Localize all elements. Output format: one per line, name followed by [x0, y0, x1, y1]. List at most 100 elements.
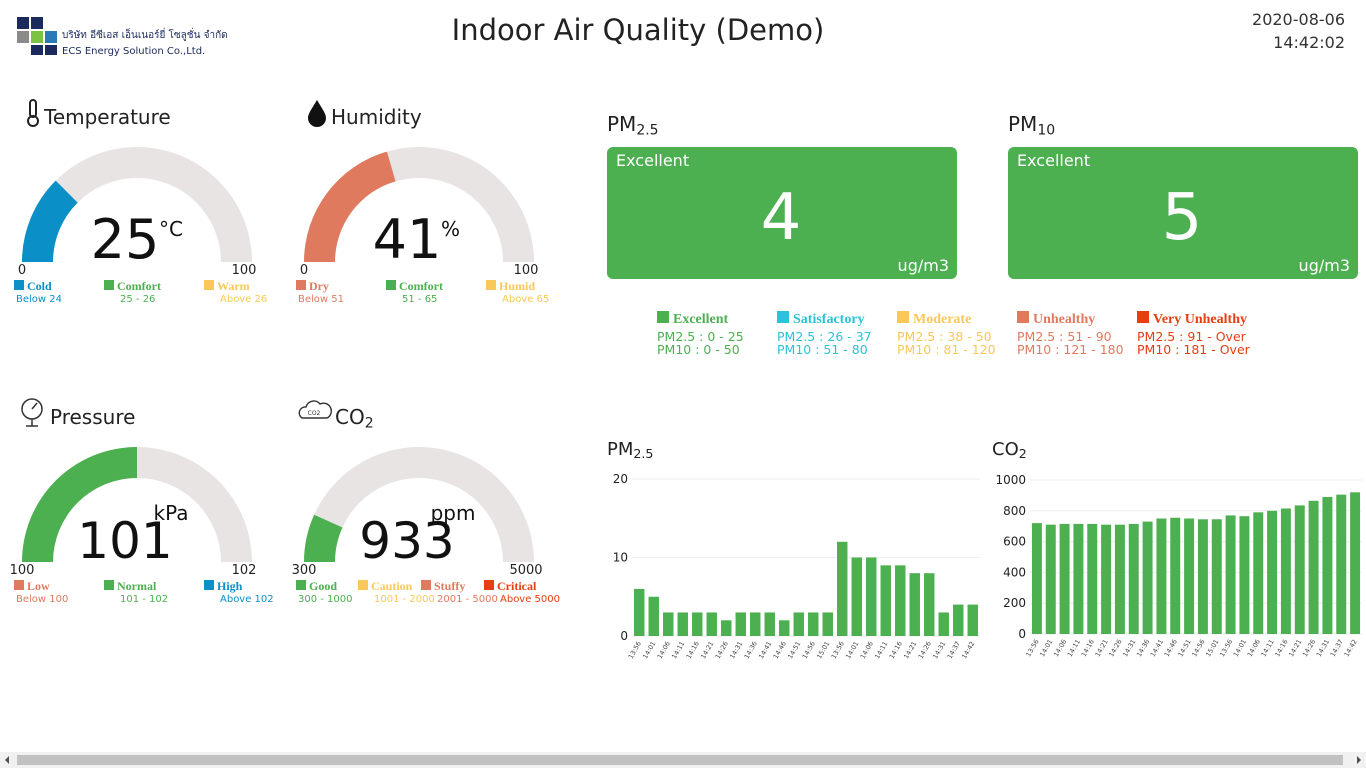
- bar: [750, 612, 761, 636]
- pm-legend-swatch: [777, 311, 789, 323]
- y-tick-label: 10: [613, 551, 628, 565]
- legend-range: Above 26: [220, 294, 267, 305]
- legend-name: Caution: [371, 579, 413, 593]
- gauge-max: 5000: [509, 563, 542, 578]
- bar: [1322, 496, 1333, 634]
- legend-swatch: [204, 580, 214, 590]
- x-tick-label: 14:11: [670, 640, 686, 660]
- y-tick-label: 0: [620, 629, 628, 643]
- gauge-title: CO2: [335, 405, 374, 432]
- x-tick-label: 15:01: [815, 640, 831, 660]
- legend-name: Cold: [27, 279, 52, 293]
- pm-legend-name: Unhealthy: [1033, 312, 1095, 327]
- chart-title-main: CO: [992, 439, 1019, 460]
- y-tick-label: 0: [1018, 627, 1026, 641]
- company-en: ECS Energy Solution Co.,Ltd.: [62, 46, 205, 57]
- bar: [1059, 523, 1070, 634]
- legend-range: Below 51: [298, 294, 344, 305]
- legend-swatch: [204, 280, 214, 290]
- date: 2020-08-06: [1252, 10, 1345, 29]
- pm-unit: ug/m3: [898, 256, 949, 275]
- legend-swatch: [296, 580, 306, 590]
- x-tick-label: 14:01: [844, 640, 860, 660]
- x-tick-label: 14:36: [743, 640, 759, 660]
- pm-unit: ug/m3: [1299, 256, 1350, 275]
- chart-title-sub: 2: [1019, 446, 1027, 461]
- x-tick-label: 14:51: [786, 640, 802, 660]
- pm-legend-pm10: PM10 : 81 - 120: [897, 342, 996, 357]
- bar: [1156, 518, 1167, 634]
- x-tick-label: 14:31: [728, 640, 744, 660]
- legend-range: 300 - 1000: [298, 594, 353, 605]
- y-tick-label: 1000: [995, 473, 1026, 487]
- gauge-title: Humidity: [331, 105, 422, 129]
- gauge-unit: %: [441, 217, 460, 241]
- bar: [837, 541, 848, 636]
- bar: [721, 620, 732, 636]
- pm-label-main: PM: [1008, 112, 1037, 136]
- chart-title-sub: 2.5: [633, 446, 653, 461]
- y-tick-label: 400: [1003, 565, 1026, 579]
- legend-swatch: [296, 280, 306, 290]
- x-tick-label: 14:26: [714, 640, 730, 660]
- bar: [866, 557, 877, 636]
- bar: [1253, 512, 1264, 634]
- gauge-title-main: CO: [335, 405, 365, 429]
- svg-text:CO2: CO2: [308, 410, 321, 417]
- bar: [1170, 517, 1181, 634]
- legend-swatch: [14, 280, 24, 290]
- bar: [953, 604, 964, 636]
- bar: [1239, 516, 1250, 634]
- bar: [1350, 492, 1361, 634]
- pm-legend-pm25: PM2.5 : 91 - Over: [1137, 329, 1247, 344]
- pm-legend-swatch: [1017, 311, 1029, 323]
- pm-card: [607, 147, 957, 279]
- bar: [909, 573, 920, 636]
- pm-value: 4: [761, 181, 802, 255]
- legend-swatch: [358, 580, 368, 590]
- gauge-max: 100: [232, 263, 257, 278]
- legend-range: 51 - 65: [402, 294, 437, 305]
- gauge-arc: [304, 151, 396, 262]
- chart-title: CO2: [992, 439, 1027, 461]
- x-tick-label: 14:26: [917, 640, 933, 660]
- x-tick-label: 13:56: [627, 640, 643, 660]
- pm-legend-pm25: PM2.5 : 26 - 37: [777, 329, 872, 344]
- pm-legend-pm25: PM2.5 : 38 - 50: [897, 329, 992, 344]
- bar: [1211, 519, 1222, 634]
- legend-name: Warm: [217, 279, 250, 293]
- gauge-track: [22, 147, 252, 262]
- legend-range: Below 24: [16, 294, 62, 305]
- legend-swatch: [386, 280, 396, 290]
- y-tick-label: 20: [613, 472, 628, 486]
- pm-label-sub: 2.5: [636, 123, 658, 139]
- gauge-unit: °C: [159, 217, 183, 241]
- x-tick-label: 14:41: [757, 640, 773, 660]
- bar: [851, 557, 862, 636]
- legend-name: High: [217, 579, 243, 593]
- bar: [735, 612, 746, 636]
- pm-legend-name: Very Unhealthy: [1153, 312, 1247, 327]
- legend-name: Normal: [117, 579, 157, 593]
- legend-name: Comfort: [117, 279, 161, 293]
- pm-legend-pm10: PM10 : 181 - Over: [1137, 342, 1251, 357]
- bar: [663, 612, 674, 636]
- scrollbar[interactable]: [0, 752, 1366, 768]
- bar: [822, 612, 833, 636]
- legend-swatch: [486, 280, 496, 290]
- x-tick-label: 14:06: [656, 640, 672, 660]
- legend-range: Below 100: [16, 594, 68, 605]
- x-tick-label: 14:42: [1343, 638, 1359, 658]
- gauge-value: 101: [77, 512, 172, 570]
- gauge-min: 100: [10, 563, 35, 578]
- bar: [1225, 515, 1236, 634]
- bar: [938, 612, 949, 636]
- legend-name: Critical: [497, 579, 537, 593]
- gauge-unit: ppm: [431, 501, 476, 525]
- bar: [1280, 508, 1291, 634]
- company-thai: บริษัท อีซีเอส เอ็นเนอร์ยี่ โซลูชั่น จำก…: [62, 27, 228, 41]
- legend-range: 25 - 26: [120, 294, 155, 305]
- bar: [1101, 524, 1112, 634]
